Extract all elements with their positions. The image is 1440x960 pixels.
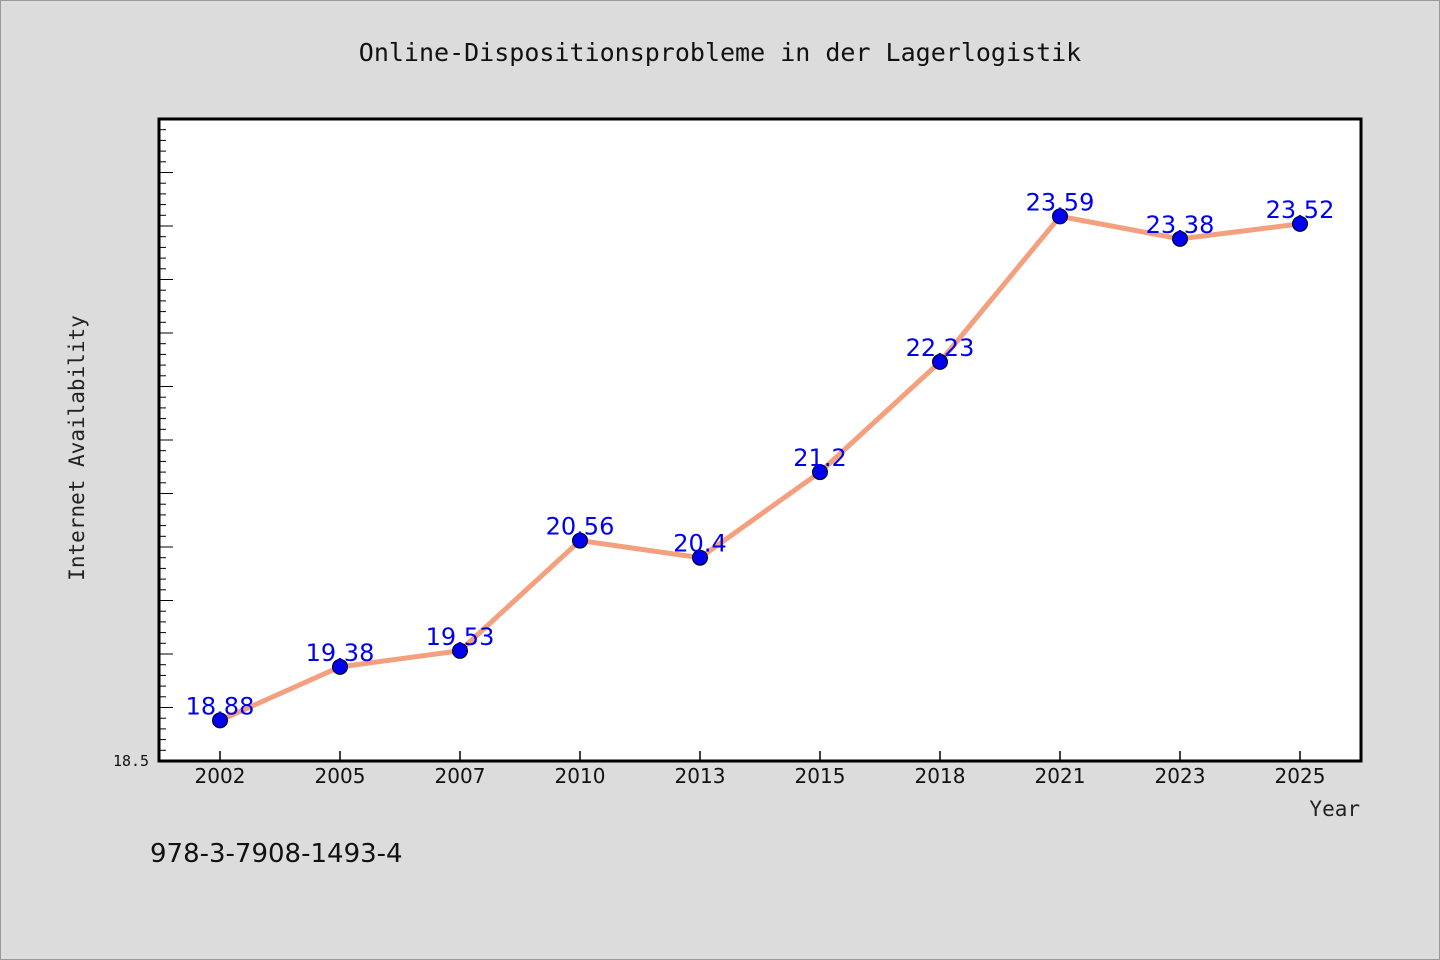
x-tick-label: 2002 [195,764,246,788]
x-tick-label: 2013 [675,764,726,788]
series-line-group [217,213,1303,723]
data-point [812,464,828,481]
data-labels-group: 18.88 19.38 19.53 20.56 20.4 21.2 22.23 23.59 23… [186,188,1335,720]
x-tick-label: 2021 [1035,764,1086,788]
data-point [212,712,228,729]
data-label: 23.38 [1146,211,1215,239]
data-label: 20.4 [673,530,726,558]
x-axis-tick-labels: 2002 2005 2007 2010 2013 2015 2018 2021 2023 2025 [195,764,1326,788]
chart-title: Online-Dispositionsprobleme in der Lager… [359,38,1081,67]
x-tick-label: 2025 [1275,764,1326,788]
data-point [332,658,348,675]
data-label: 23.59 [1026,188,1095,216]
x-tick-label: 2010 [555,764,606,788]
data-point [1292,215,1308,232]
data-label: 18.88 [186,692,255,720]
data-label: 23.52 [1266,196,1335,224]
data-point [1052,208,1068,225]
y-axis-title: Internet Availability [65,315,89,581]
data-label: 19.38 [306,639,375,667]
data-point [452,642,468,659]
x-tick-label: 2005 [315,764,366,788]
x-tick-label: 2007 [435,764,486,788]
x-axis-title: Year [1309,797,1360,821]
data-label: 22.23 [906,334,975,362]
isbn-footer: 978-3-7908-1493-4 [150,839,403,869]
y-axis-min-label: 18.5 [113,752,149,770]
x-tick-label: 2018 [915,764,966,788]
data-point [572,532,588,549]
series-line [217,213,1303,723]
data-label: 21.2 [793,444,846,472]
data-point [932,353,948,370]
plot-area [157,117,1363,763]
data-label: 20.56 [546,513,615,541]
x-tick-label: 2023 [1155,764,1206,788]
data-label: 19.53 [426,623,495,651]
y-axis-ticks [159,129,173,751]
data-point [692,549,708,566]
x-axis-ticks [219,751,1301,761]
series-markers-group [212,208,1308,729]
x-tick-label: 2015 [795,764,846,788]
data-point [1172,230,1188,247]
